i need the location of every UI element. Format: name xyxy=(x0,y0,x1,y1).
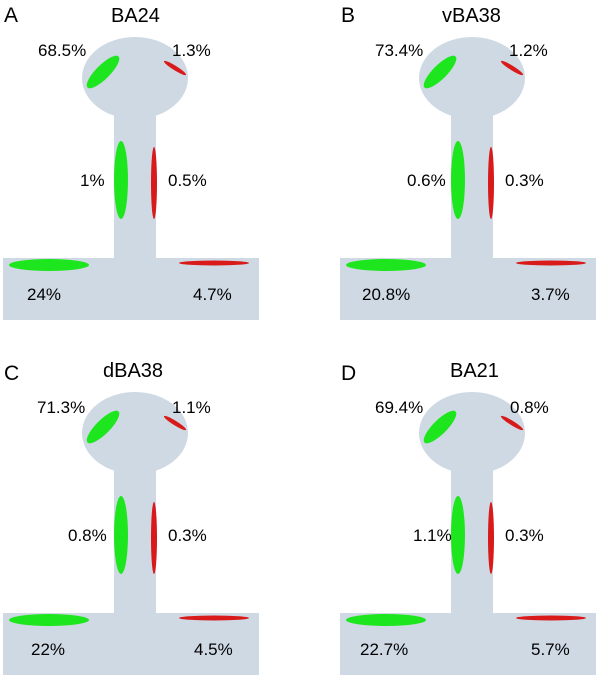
head-right-red-marker xyxy=(500,60,524,76)
base-left-green-marker xyxy=(346,614,426,626)
neck-left-percent: 1% xyxy=(80,171,105,190)
panel-a: A BA24 68.5% 1.3% 1% 0.5% 24% 4.7% xyxy=(0,0,300,338)
head-left-percent: 69.4% xyxy=(375,398,424,417)
neck-right-percent: 0.3% xyxy=(505,526,544,545)
panel-c: C dBA38 71.3% 1.1% 0.8% 0.3% 22% 4.5% xyxy=(0,339,300,677)
neck-right-percent: 0.5% xyxy=(168,171,207,190)
head-left-green-marker xyxy=(86,410,120,444)
base-right-percent: 4.5% xyxy=(194,640,233,659)
spine-shape xyxy=(3,392,259,675)
panel-letter: B xyxy=(341,4,356,27)
head-right-percent: 1.1% xyxy=(172,398,211,417)
panel-title: BA21 xyxy=(450,360,499,382)
base-left-percent: 20.8% xyxy=(362,285,411,304)
neck-left-green-marker xyxy=(114,141,128,219)
spine-diagram xyxy=(340,392,596,675)
panel-letter: D xyxy=(341,362,357,385)
spine-shape xyxy=(340,37,596,320)
head-left-green-marker xyxy=(423,55,457,89)
head-left-percent: 68.5% xyxy=(38,41,87,60)
panel-title: vBA38 xyxy=(442,5,501,27)
head-right-red-marker xyxy=(163,60,187,76)
head-left-green-marker xyxy=(423,410,457,444)
neck-right-percent: 0.3% xyxy=(168,526,207,545)
base-right-red-marker xyxy=(179,615,249,621)
base-right-red-marker xyxy=(516,260,586,266)
head-right-red-marker xyxy=(163,415,187,431)
base-left-percent: 22% xyxy=(31,640,66,659)
base-left-percent: 24% xyxy=(27,285,62,304)
head-right-percent: 1.3% xyxy=(172,41,211,60)
head-right-percent: 1.2% xyxy=(509,41,548,60)
panel-d: D BA21 69.4% 0.8% 1.1% 0.3% 22.7% 5.7% xyxy=(338,339,600,677)
base-left-green-marker xyxy=(346,259,426,271)
spine-shape xyxy=(340,392,596,675)
spine-diagram xyxy=(3,37,259,320)
head-right-percent: 0.8% xyxy=(510,398,549,417)
base-left-green-marker xyxy=(9,614,89,626)
spine-diagram xyxy=(340,37,596,320)
panel-letter: A xyxy=(4,4,19,27)
panel-b: B vBA38 73.4% 1.2% 0.6% 0.3% 20.8% 3.7% xyxy=(338,0,600,338)
neck-left-green-marker xyxy=(451,496,465,574)
base-right-percent: 3.7% xyxy=(531,285,570,304)
neck-left-percent: 0.6% xyxy=(407,171,446,190)
neck-left-percent: 0.8% xyxy=(68,526,107,545)
base-left-green-marker xyxy=(9,259,89,271)
head-left-green-marker xyxy=(86,55,120,89)
neck-left-green-marker xyxy=(114,496,128,574)
panel-title: BA24 xyxy=(111,5,160,27)
base-right-red-marker xyxy=(179,260,249,266)
neck-right-red-marker xyxy=(151,147,157,219)
neck-left-green-marker xyxy=(451,141,465,219)
panel-title: dBA38 xyxy=(103,360,164,382)
base-left-percent: 22.7% xyxy=(360,640,409,659)
neck-left-percent: 1.1% xyxy=(413,526,452,545)
base-right-percent: 4.7% xyxy=(193,285,232,304)
neck-right-red-marker xyxy=(488,147,494,219)
spine-shape xyxy=(3,37,259,320)
base-right-red-marker xyxy=(516,615,586,621)
head-left-percent: 71.3% xyxy=(37,398,86,417)
spine-diagram xyxy=(3,392,259,675)
panel-letter: C xyxy=(4,362,20,385)
neck-right-red-marker xyxy=(488,502,494,574)
base-right-percent: 5.7% xyxy=(531,640,570,659)
neck-right-percent: 0.3% xyxy=(505,171,544,190)
head-right-red-marker xyxy=(500,415,524,431)
head-left-percent: 73.4% xyxy=(375,41,424,60)
neck-right-red-marker xyxy=(151,502,157,574)
